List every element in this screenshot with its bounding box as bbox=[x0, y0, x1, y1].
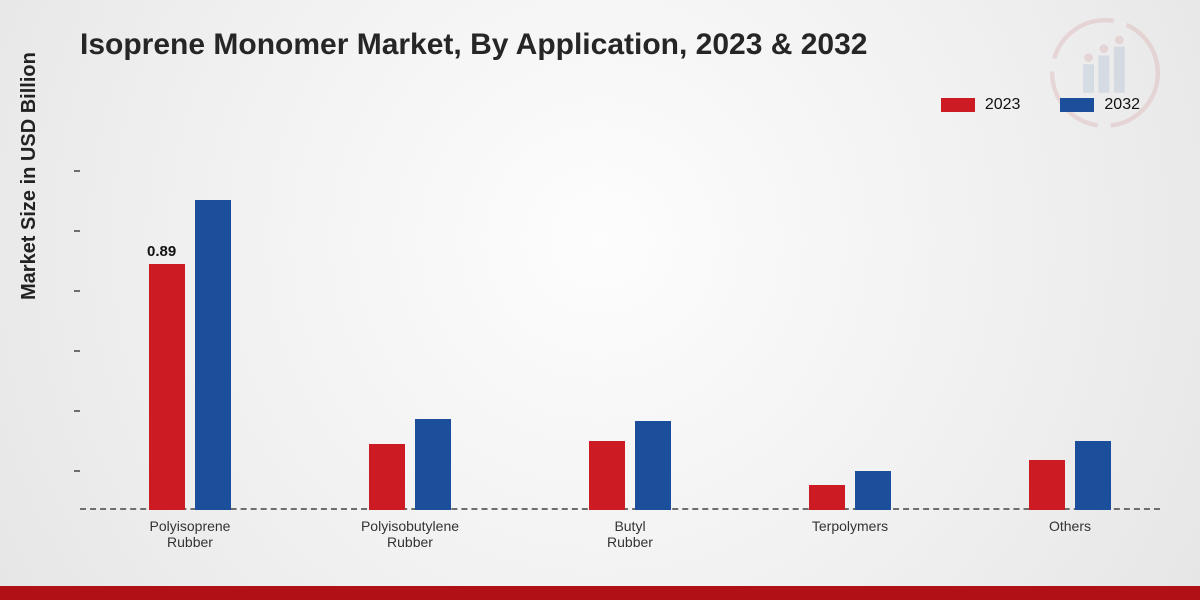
bar-2032 bbox=[195, 200, 231, 510]
footer-accent-bar bbox=[0, 586, 1200, 600]
bar-value-label: 0.89 bbox=[147, 243, 176, 260]
category-label: Terpolymers bbox=[760, 518, 940, 534]
plot-area: 0.89 bbox=[80, 150, 1160, 510]
bar-2023 bbox=[369, 444, 405, 510]
bar-2032 bbox=[1075, 441, 1111, 510]
category-labels: PolyisopreneRubber PolyisobutyleneRubber B… bbox=[80, 512, 1160, 562]
legend-label-2032: 2032 bbox=[1104, 96, 1140, 114]
legend-label-2023: 2023 bbox=[985, 96, 1021, 114]
chart-title: Isoprene Monomer Market, By Application,… bbox=[80, 28, 867, 62]
bar-2032 bbox=[855, 471, 891, 510]
legend-item-2023: 2023 bbox=[941, 96, 1021, 114]
legend: 2023 2032 bbox=[941, 96, 1140, 114]
category-label: PolyisobutyleneRubber bbox=[320, 518, 500, 550]
legend-swatch-2032 bbox=[1060, 98, 1094, 112]
bar-2032 bbox=[635, 421, 671, 510]
legend-item-2032: 2032 bbox=[1060, 96, 1140, 114]
bar-2023 bbox=[1029, 460, 1065, 510]
bar-2023 bbox=[149, 264, 185, 510]
y-axis-label: Market Size in USD Billion bbox=[18, 52, 41, 300]
bar-2023 bbox=[589, 441, 625, 510]
bar-2032 bbox=[415, 419, 451, 510]
category-label: ButylRubber bbox=[540, 518, 720, 550]
category-label: PolyisopreneRubber bbox=[100, 518, 280, 550]
bar-2023 bbox=[809, 485, 845, 510]
chart-canvas: Isoprene Monomer Market, By Application,… bbox=[0, 0, 1200, 600]
legend-swatch-2023 bbox=[941, 98, 975, 112]
category-label: Others bbox=[980, 518, 1160, 534]
